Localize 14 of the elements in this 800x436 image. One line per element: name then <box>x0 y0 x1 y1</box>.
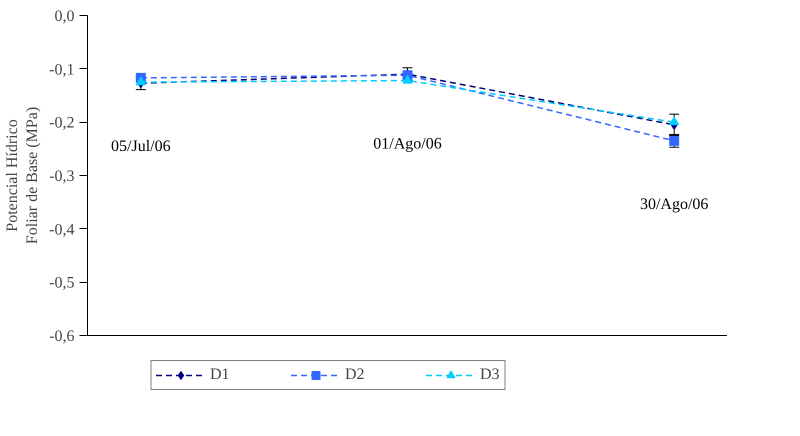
y-tick-label: -0,5 <box>49 274 74 292</box>
y-tick-label: -0,1 <box>49 61 74 78</box>
y-tick-label: -0,2 <box>49 114 74 132</box>
legend-label: D1 <box>210 366 230 384</box>
x-tick-label: 05/Jul/06 <box>111 138 171 156</box>
legend-label: D2 <box>345 366 365 384</box>
y-axis-title: Potencial Hídrico Foliar de Base (MPa) <box>4 106 42 244</box>
y-tick-label: -0,3 <box>49 168 74 185</box>
x-tick-label: 01/Ago/06 <box>373 136 442 153</box>
legend-label: D3 <box>480 366 500 384</box>
y-tick-label: -0,4 <box>49 221 74 238</box>
x-tick-label: 30/Ago/06 <box>640 196 708 213</box>
y-tick-label: 0,0 <box>54 8 74 25</box>
y-tick-label: -0,6 <box>49 328 74 345</box>
